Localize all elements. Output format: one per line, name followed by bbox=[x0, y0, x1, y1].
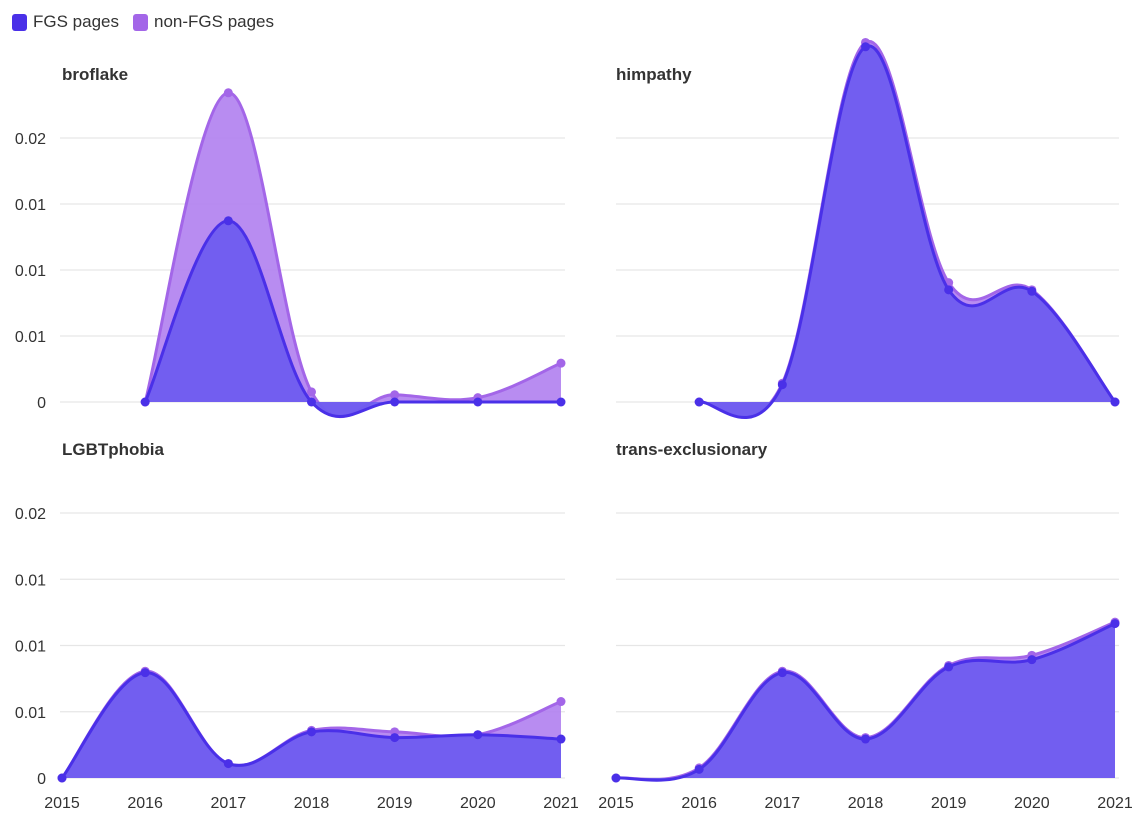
y-tick-label: 0.01 bbox=[15, 572, 46, 589]
x-tick-label: 2017 bbox=[765, 795, 801, 812]
x-tick-label: 2021 bbox=[1097, 795, 1133, 812]
x-tick-label: 2019 bbox=[377, 795, 413, 812]
legend-swatch-fgs bbox=[12, 13, 27, 31]
panel-title: himpathy bbox=[616, 65, 692, 84]
point-fgs bbox=[140, 397, 150, 407]
x-tick-label: 2015 bbox=[44, 795, 80, 812]
x-tick-label: 2017 bbox=[211, 795, 247, 812]
legend-item-nonfgs[interactable]: non-FGS pages bbox=[133, 12, 274, 32]
point-fgs bbox=[390, 397, 400, 407]
point-fgs bbox=[611, 773, 621, 783]
legend-label-fgs: FGS pages bbox=[33, 12, 119, 31]
point-nonfgs bbox=[223, 88, 233, 98]
point-fgs bbox=[307, 727, 316, 737]
panel-title: LGBTphobia bbox=[62, 440, 165, 459]
point-fgs bbox=[556, 397, 566, 407]
point-fgs bbox=[473, 397, 483, 407]
point-fgs bbox=[1027, 286, 1037, 296]
panel-title: trans-exclusionary bbox=[616, 440, 768, 459]
point-fgs bbox=[777, 668, 787, 678]
x-tick-label: 2016 bbox=[681, 795, 717, 812]
panel-lgbtphobia: 0 0.01 0.01 0.01 0.02 LGBTphobia 2015 2016 2017 2… bbox=[15, 440, 579, 812]
point-nonfgs bbox=[390, 390, 400, 400]
y-tick-label: 0.01 bbox=[15, 639, 46, 656]
x-tick-label: 2015 bbox=[598, 795, 634, 812]
y-tick-label: 0.01 bbox=[15, 263, 46, 280]
y-tick-label: 0.02 bbox=[15, 131, 46, 148]
x-tick-label: 2018 bbox=[848, 795, 884, 812]
legend-swatch-nonfgs bbox=[133, 13, 148, 31]
x-tick-label: 2016 bbox=[127, 795, 163, 812]
point-fgs bbox=[307, 397, 316, 407]
area-fgs bbox=[616, 623, 1115, 781]
y-tick-label: 0.01 bbox=[15, 197, 46, 214]
point-fgs bbox=[1110, 397, 1120, 407]
point-fgs bbox=[944, 285, 954, 295]
x-tick-label: 2018 bbox=[294, 795, 330, 812]
point-fgs bbox=[473, 730, 483, 740]
panel-trans-exclusionary: trans-exclusionary 2015 2016 2017 2018 2019 20… bbox=[598, 440, 1133, 812]
y-tick-label: 0.01 bbox=[15, 705, 46, 722]
point-fgs bbox=[861, 42, 870, 52]
y-tick-label: 0 bbox=[37, 771, 46, 788]
point-fgs bbox=[944, 662, 954, 672]
x-tick-label: 2021 bbox=[543, 795, 579, 812]
area-fgs bbox=[62, 672, 561, 778]
panel-title: broflake bbox=[62, 65, 128, 84]
point-fgs bbox=[140, 668, 150, 678]
legend-item-fgs[interactable]: FGS pages bbox=[12, 12, 119, 32]
point-fgs bbox=[1027, 655, 1037, 665]
x-tick-label: 2020 bbox=[460, 795, 496, 812]
area-fgs bbox=[699, 45, 1115, 418]
point-fgs bbox=[390, 733, 400, 743]
point-fgs bbox=[777, 380, 787, 390]
point-nonfgs bbox=[556, 697, 566, 707]
point-fgs bbox=[1110, 619, 1120, 629]
legend: FGS pages non-FGS pages bbox=[12, 12, 274, 32]
point-fgs bbox=[223, 759, 233, 769]
point-nonfgs bbox=[556, 358, 566, 368]
point-nonfgs bbox=[307, 387, 316, 397]
x-tick-label: 2019 bbox=[931, 795, 967, 812]
point-fgs bbox=[861, 734, 870, 744]
area-fgs bbox=[145, 220, 561, 417]
point-fgs bbox=[57, 773, 67, 783]
y-tick-label: 0.01 bbox=[15, 329, 46, 346]
panel-himpathy: himpathy bbox=[616, 37, 1120, 420]
point-fgs bbox=[223, 216, 233, 226]
x-tick-label: 2020 bbox=[1014, 795, 1050, 812]
panel-broflake: 0 0.01 0.01 0.01 0.02 broflake bbox=[15, 65, 566, 418]
point-fgs bbox=[556, 734, 566, 744]
legend-label-nonfgs: non-FGS pages bbox=[154, 12, 275, 31]
point-fgs bbox=[694, 397, 704, 407]
y-tick-label: 0 bbox=[37, 395, 46, 412]
y-tick-label: 0.02 bbox=[15, 506, 46, 523]
point-fgs bbox=[694, 764, 704, 774]
